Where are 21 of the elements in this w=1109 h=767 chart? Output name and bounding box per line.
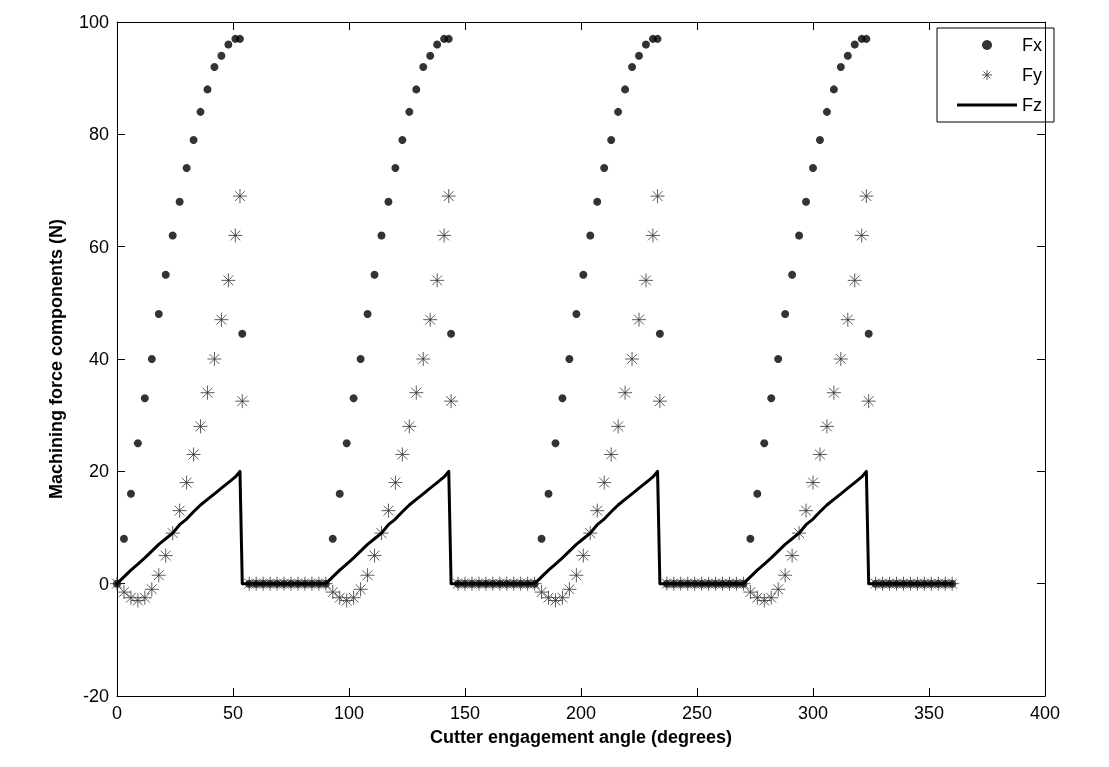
x-tick-label: 0: [111, 703, 123, 723]
y-tick-label: 20: [88, 461, 109, 482]
legend-label: Fy: [1022, 65, 1042, 85]
y-axis-title: Machining force components (N): [46, 218, 66, 500]
x-tick-label: 100: [333, 703, 365, 723]
x-tick-label: 50: [222, 703, 244, 723]
x-axis-title: Cutter engagement angle (degrees): [429, 727, 733, 747]
y-tick-label: 60: [88, 236, 109, 257]
legend-label: Fx: [1022, 35, 1042, 55]
x-tick-label: 200: [565, 703, 597, 723]
y-tick-label: 0: [98, 573, 109, 594]
y-tick-label: 40: [88, 349, 109, 369]
x-tick-label: 150: [449, 703, 481, 723]
x-tick-label: 350: [913, 703, 945, 723]
x-tick-label: 250: [681, 703, 713, 723]
y-tick-label: -20: [82, 686, 109, 706]
legend-label: Fz: [1022, 95, 1042, 115]
x-tick-label: 400: [1029, 703, 1061, 723]
y-tick-label: 80: [88, 124, 109, 145]
y-tick-label: 100: [78, 12, 109, 32]
x-tick-label: 300: [797, 703, 829, 723]
